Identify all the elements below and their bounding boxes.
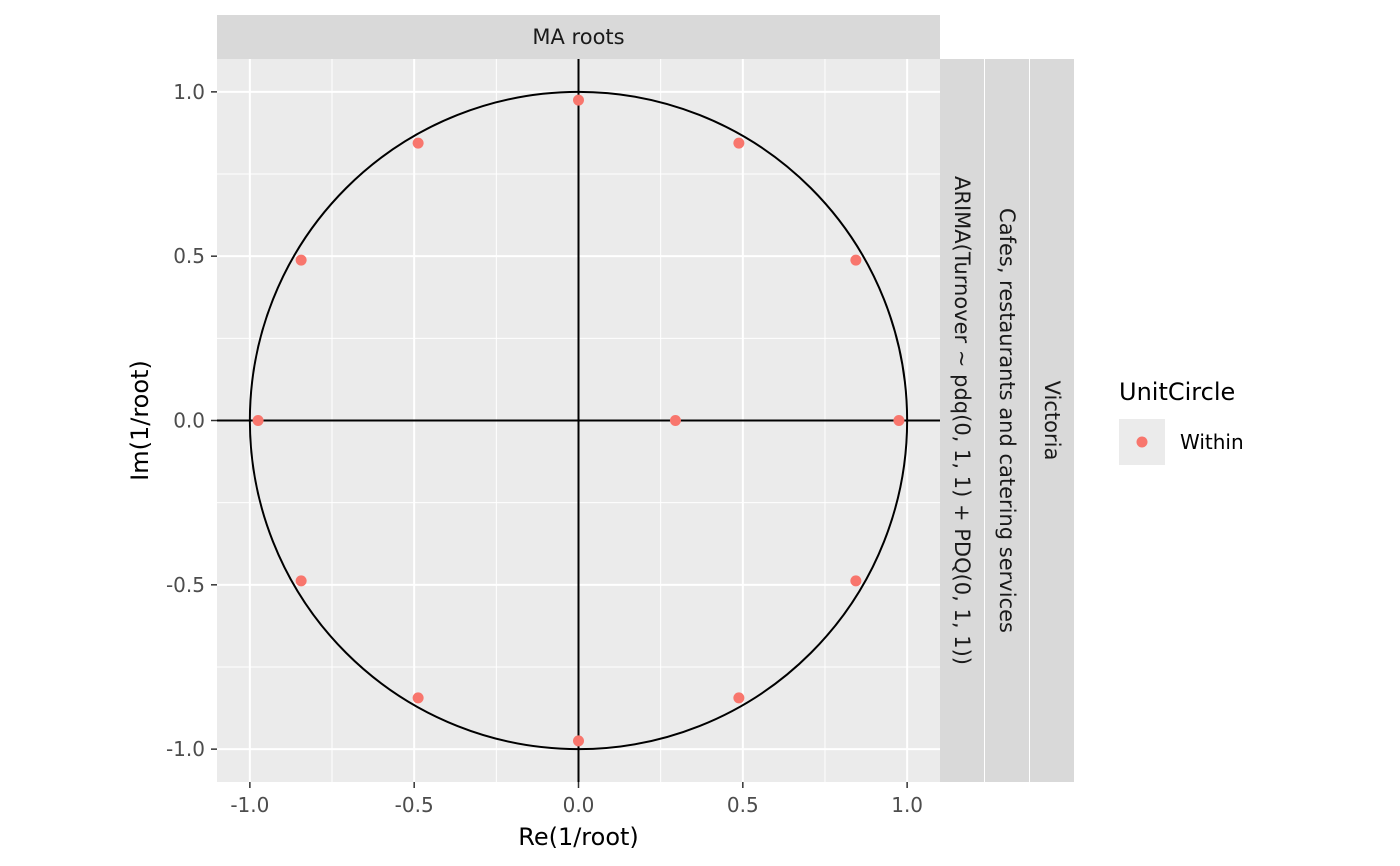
root-point-1 [893,415,905,426]
root-point-6 [295,254,307,266]
y-axis-ticks: 1.0 0.5 0.0 -0.5 -1.0 [166,80,217,761]
y-tick-label: 0.0 [173,409,205,433]
root-point-13 [669,415,681,426]
x-tick-label: -1.0 [230,793,269,817]
facet-strip-right-3 [1030,59,1074,782]
x-tick-label: -0.5 [395,793,434,817]
root-point-11 [733,692,745,704]
legend-label-within: Within [1180,430,1244,454]
x-tick-label: 1.0 [891,793,923,817]
x-axis-title: Re(1/root) [518,823,639,851]
facet-strip-right-1 [940,59,984,782]
legend: UnitCircle Within [1119,378,1244,465]
legend-title: UnitCircle [1119,378,1235,406]
facet-strip-right-2 [985,59,1029,782]
facet-title: MA roots [532,25,624,49]
facet-strips-right: ARIMA(Turnover ~ pdq(0, 1, 1) + PDQ(0, 1… [940,59,1074,782]
y-axis-title: Im(1/root) [126,360,154,481]
root-point-5 [412,137,424,149]
row-strip-state: Victoria [1040,381,1064,461]
root-point-4 [573,94,584,106]
y-tick-label: -1.0 [166,737,205,761]
root-point-2 [850,254,862,266]
root-point-7 [252,415,264,426]
root-point-3 [733,137,745,149]
x-axis-ticks: -1.0 -0.5 0.0 0.5 1.0 [230,782,923,817]
y-tick-label: 1.0 [173,80,205,104]
y-tick-label: -0.5 [166,573,205,597]
root-point-12 [850,575,862,587]
x-tick-label: 0.5 [727,793,759,817]
root-points [252,94,905,747]
row-strip-industry: Cafes, restaurants and catering services [995,208,1019,633]
root-point-9 [412,692,424,704]
row-strip-model: ARIMA(Turnover ~ pdq(0, 1, 1) + PDQ(0, 1… [950,176,974,665]
y-tick-label: 0.5 [173,244,205,268]
facet-strip-top [217,15,940,59]
x-tick-label: 0.0 [563,793,595,817]
root-point-8 [295,575,307,587]
root-point-10 [573,735,584,747]
legend-key-point [1136,436,1148,448]
